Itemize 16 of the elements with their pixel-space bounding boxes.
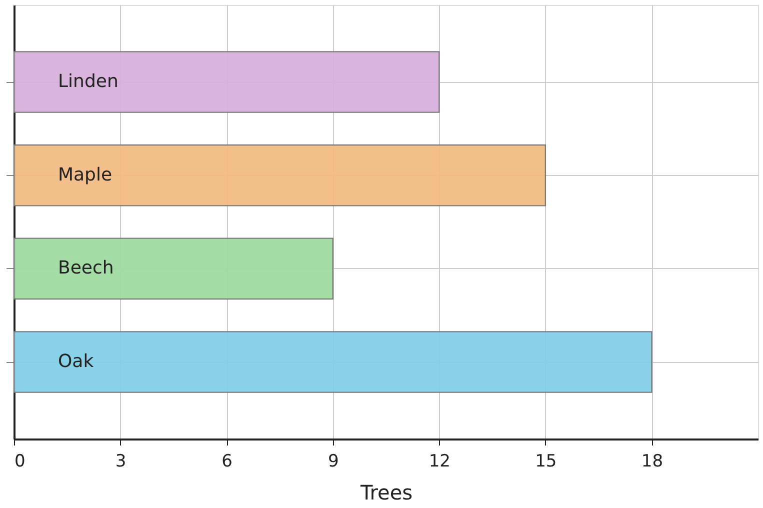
bar	[13, 331, 652, 393]
x-tick-label: 18	[641, 452, 664, 472]
x-tick-label: 9	[328, 452, 339, 472]
x-tick-label: 0	[14, 452, 26, 472]
x-tick-label: 15	[535, 452, 557, 472]
y-tick-label: Oak	[58, 351, 94, 372]
y-tick-label: Linden	[58, 71, 118, 92]
bar	[13, 51, 440, 113]
y-tick-label: Beech	[58, 258, 114, 279]
bar	[13, 144, 546, 206]
x-axis-title: Trees	[359, 480, 413, 504]
y-tick-label: Maple	[58, 164, 112, 186]
bar	[13, 238, 334, 300]
x-tick-label: 12	[428, 452, 450, 472]
x-tick-label: 6	[222, 452, 232, 472]
x-tick-label: 3	[115, 452, 126, 472]
